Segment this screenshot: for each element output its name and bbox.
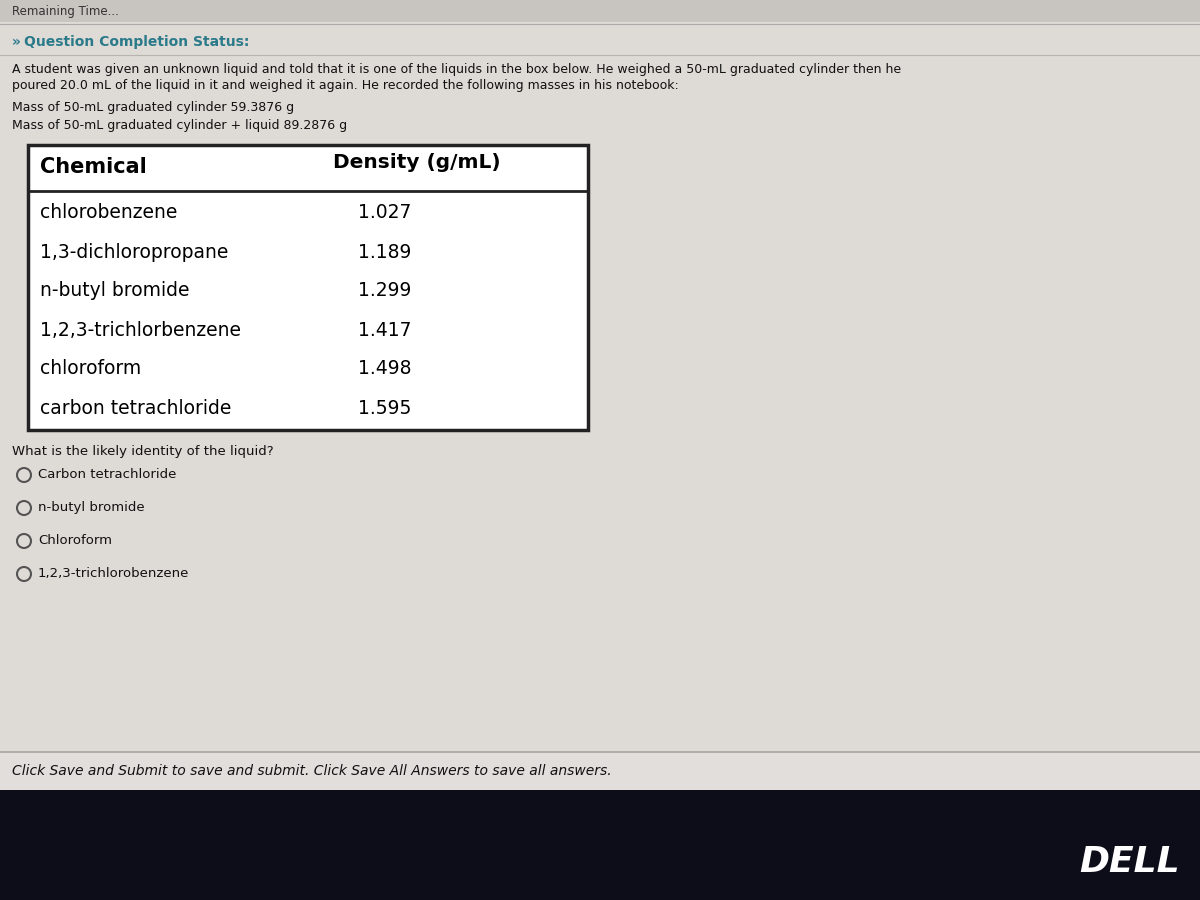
- Text: Click Save and Submit to save and submit. Click Save All Answers to save all ans: Click Save and Submit to save and submit…: [12, 764, 612, 778]
- Text: 1,2,3-trichlorobenzene: 1,2,3-trichlorobenzene: [38, 568, 190, 580]
- Text: chlorobenzene: chlorobenzene: [40, 203, 178, 222]
- Text: poured 20.0 mL of the liquid in it and weighed it again. He recorded the followi: poured 20.0 mL of the liquid in it and w…: [12, 79, 679, 93]
- Bar: [0, 0, 1200, 22]
- Text: What is the likely identity of the liquid?: What is the likely identity of the liqui…: [12, 446, 274, 458]
- Text: 1,3-dichloropropane: 1,3-dichloropropane: [40, 242, 228, 262]
- Text: 1.299: 1.299: [358, 282, 412, 301]
- Text: »: »: [12, 35, 25, 49]
- Text: DELL: DELL: [1080, 845, 1181, 879]
- Text: 1,2,3-trichlorbenzene: 1,2,3-trichlorbenzene: [40, 320, 241, 339]
- Text: 1.027: 1.027: [358, 203, 412, 222]
- Text: Question Completion Status:: Question Completion Status:: [24, 35, 250, 49]
- Text: Remaining Time...: Remaining Time...: [12, 4, 119, 17]
- Text: Mass of 50-mL graduated cylinder 59.3876 g: Mass of 50-mL graduated cylinder 59.3876…: [12, 102, 294, 114]
- Text: Mass of 50-mL graduated cylinder + liquid 89.2876 g: Mass of 50-mL graduated cylinder + liqui…: [12, 119, 347, 131]
- Text: carbon tetrachloride: carbon tetrachloride: [40, 399, 232, 418]
- Bar: [28, 145, 588, 430]
- Text: Carbon tetrachloride: Carbon tetrachloride: [38, 469, 176, 482]
- Text: 1.498: 1.498: [358, 359, 412, 379]
- Text: chloroform: chloroform: [40, 359, 142, 379]
- Text: 1.595: 1.595: [358, 399, 412, 418]
- Text: 1.417: 1.417: [358, 320, 412, 339]
- Text: A student was given an unknown liquid and told that it is one of the liquids in : A student was given an unknown liquid an…: [12, 64, 901, 76]
- Text: n-butyl bromide: n-butyl bromide: [40, 282, 190, 301]
- Text: Chemical: Chemical: [40, 157, 146, 177]
- Bar: [0, 790, 1200, 900]
- Text: Density (g/mL): Density (g/mL): [334, 154, 500, 173]
- Text: 1.189: 1.189: [358, 242, 412, 262]
- Text: Chloroform: Chloroform: [38, 535, 112, 547]
- Text: n-butyl bromide: n-butyl bromide: [38, 501, 145, 515]
- Bar: [0, 752, 1200, 790]
- Bar: [0, 22, 1200, 790]
